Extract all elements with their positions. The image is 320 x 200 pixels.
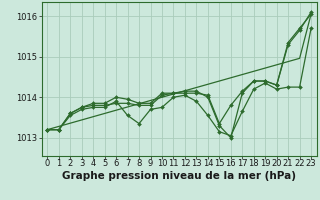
X-axis label: Graphe pression niveau de la mer (hPa): Graphe pression niveau de la mer (hPa) [62,171,296,181]
